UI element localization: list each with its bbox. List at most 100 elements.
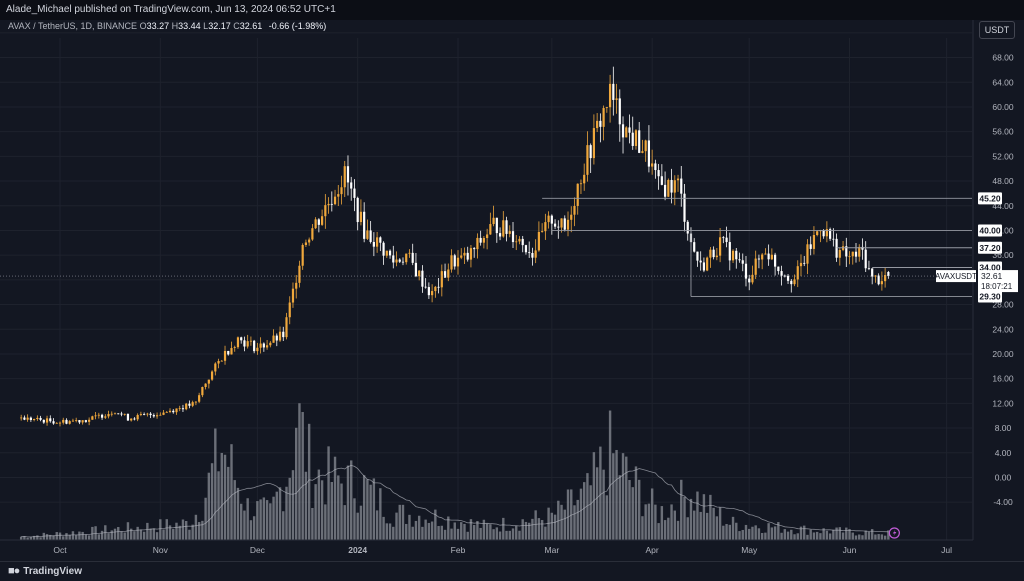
volume-bar [566,489,570,540]
y-tick-label: 68.00 [992,53,1014,63]
y-tick-label: 52.00 [992,151,1014,161]
candle-body [379,237,382,243]
candle-body [214,363,217,372]
level-price-tag [978,192,1002,205]
candle-body [495,217,498,234]
candle-body [676,178,680,181]
level-price-tag [978,290,1002,303]
candle-body [628,127,631,133]
candle-body [761,254,764,260]
candle-body [521,238,524,246]
volume-bar [210,463,214,540]
volume-bar [62,536,65,540]
volume-bar [285,486,288,540]
volume-bar [84,534,88,540]
y-tick-label: 24.00 [992,324,1014,334]
volume-bar [453,522,456,540]
volume-bar [45,534,49,540]
volume-bar [644,504,647,540]
candle-body [359,211,363,223]
candle-body [39,417,42,420]
candle-body [178,408,181,410]
volume-bar [638,479,641,540]
candle-body [563,218,566,230]
open-label: O [139,21,147,31]
volume-bar [414,520,418,540]
volume-bar [97,534,101,540]
volume-bar [100,530,104,540]
candle-body [104,416,107,418]
volume-bar [139,529,143,540]
currency-button[interactable]: USDT [979,21,1015,39]
candle-body [146,413,149,415]
candle-body [256,347,259,352]
volume-bar [52,535,55,540]
volume-bar [230,444,233,540]
volume-bar [576,499,579,540]
candle-body [278,331,282,341]
symbol-tag-label: AVAXUSDT [935,272,977,281]
volume-bar [256,501,259,540]
published-text: Alade_Michael published on TradingView.c… [6,4,336,15]
volume-bar [58,532,62,540]
volume-bar [91,526,94,540]
volume-bar [149,528,152,540]
candle-body [845,246,848,257]
candle-body [557,226,560,228]
candle-body [553,223,557,227]
candle-body [198,395,201,402]
volume-bar [586,473,589,540]
candle-body [709,249,712,258]
y-tick-label: 44.00 [992,201,1014,211]
candle-body [799,262,803,267]
volume-bar [696,491,699,540]
candle-body [673,180,676,193]
tradingview-logo[interactable]: ■● TradingView [8,565,82,577]
volume-bar [469,519,473,540]
volume-bar [346,465,350,540]
candle-body [473,248,476,250]
candle-body [320,216,324,225]
candle-body [466,252,469,260]
volume-bar [172,528,175,540]
volume-bar [848,529,851,540]
candle-body [353,188,356,198]
candle-body [58,422,62,424]
price-chart[interactable]: 72.0068.0064.0060.0056.0052.0048.0044.00… [0,0,1024,561]
volume-bar [227,466,230,540]
candle-body [651,163,654,167]
candle-body [463,252,466,256]
candle-body [715,255,718,258]
candle-body [327,203,330,206]
volume-bar [683,496,686,540]
volume-bar [26,537,29,540]
volume-bar [353,498,356,540]
volume-bar [240,503,243,540]
volume-bar [518,530,521,540]
volume-bar [531,518,534,540]
volume-bar [181,519,185,540]
candle-body [411,252,414,263]
volume-bar [320,480,324,540]
candle-body [437,286,440,288]
candle-body [162,412,165,415]
volume-bar [657,523,660,540]
candle-body [324,205,327,217]
volume-bar [133,531,136,540]
event-marker-icon[interactable] [888,527,900,539]
volume-bar [883,535,887,540]
candle-body [638,130,641,153]
volume-bar [485,523,489,540]
candle-body [829,229,832,239]
volume-bar [608,410,612,540]
candle-body [369,230,372,242]
volume-bar [194,514,198,540]
volume-bar [298,403,301,540]
candle-body [450,255,453,270]
candle-body [243,340,246,347]
volume-bar [142,531,146,540]
volume-bar [201,520,204,540]
volume-bar [463,523,466,540]
candle-body [699,260,702,263]
volume-bar [295,427,298,540]
